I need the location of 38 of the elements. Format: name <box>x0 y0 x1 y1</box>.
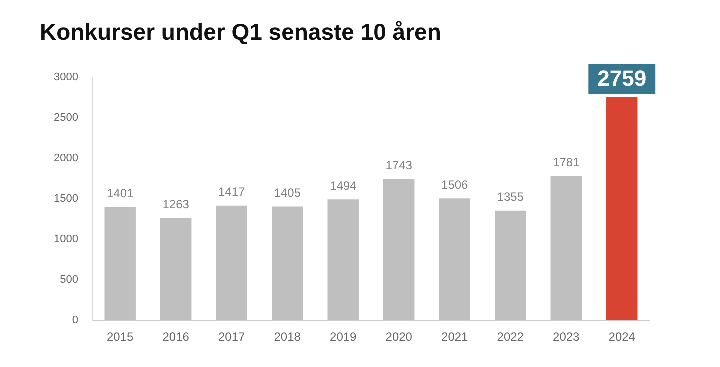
y-tick-label: 2500 <box>54 112 78 124</box>
y-tick-label: 2000 <box>54 152 78 165</box>
x-tick-label: 2024 <box>608 330 636 344</box>
x-tick-label: 2015 <box>106 330 134 344</box>
data-label: 1494 <box>330 178 358 193</box>
bar <box>104 207 136 321</box>
data-label: 2759 <box>598 66 647 92</box>
x-tick-label: 2017 <box>218 330 246 344</box>
x-tick-label: 2021 <box>442 330 469 344</box>
chart-title: Konkurser under Q1 senaste 10 åren <box>40 19 442 46</box>
data-label: 1263 <box>162 198 190 212</box>
data-label: 1355 <box>497 190 524 204</box>
bar <box>606 97 638 321</box>
bar <box>328 200 359 321</box>
data-label: 1743 <box>386 158 413 173</box>
x-tick-label: 2023 <box>553 330 580 344</box>
data-label: 1506 <box>442 178 469 192</box>
data-label: 1401 <box>106 186 134 200</box>
data-label: 1417 <box>218 185 246 200</box>
x-tick-label: 2018 <box>274 330 302 344</box>
y-tick-label: 500 <box>60 274 78 286</box>
bar <box>272 206 304 321</box>
y-tick-label: 0 <box>72 314 78 327</box>
bar <box>550 176 582 321</box>
bar <box>495 210 526 321</box>
bar <box>160 218 192 321</box>
y-tick-label: 1500 <box>54 193 78 206</box>
x-tick-label: 2022 <box>497 330 524 344</box>
x-tick-label: 2016 <box>162 330 190 344</box>
y-tick-label: 1000 <box>54 234 78 246</box>
data-label: 1781 <box>553 156 580 170</box>
bar <box>384 179 415 321</box>
x-tick-label: 2020 <box>386 330 413 344</box>
bar <box>439 198 470 321</box>
data-label: 1405 <box>274 186 302 200</box>
y-tick-label: 3000 <box>54 72 78 84</box>
x-tick-label: 2019 <box>330 330 358 344</box>
bar <box>216 206 248 321</box>
